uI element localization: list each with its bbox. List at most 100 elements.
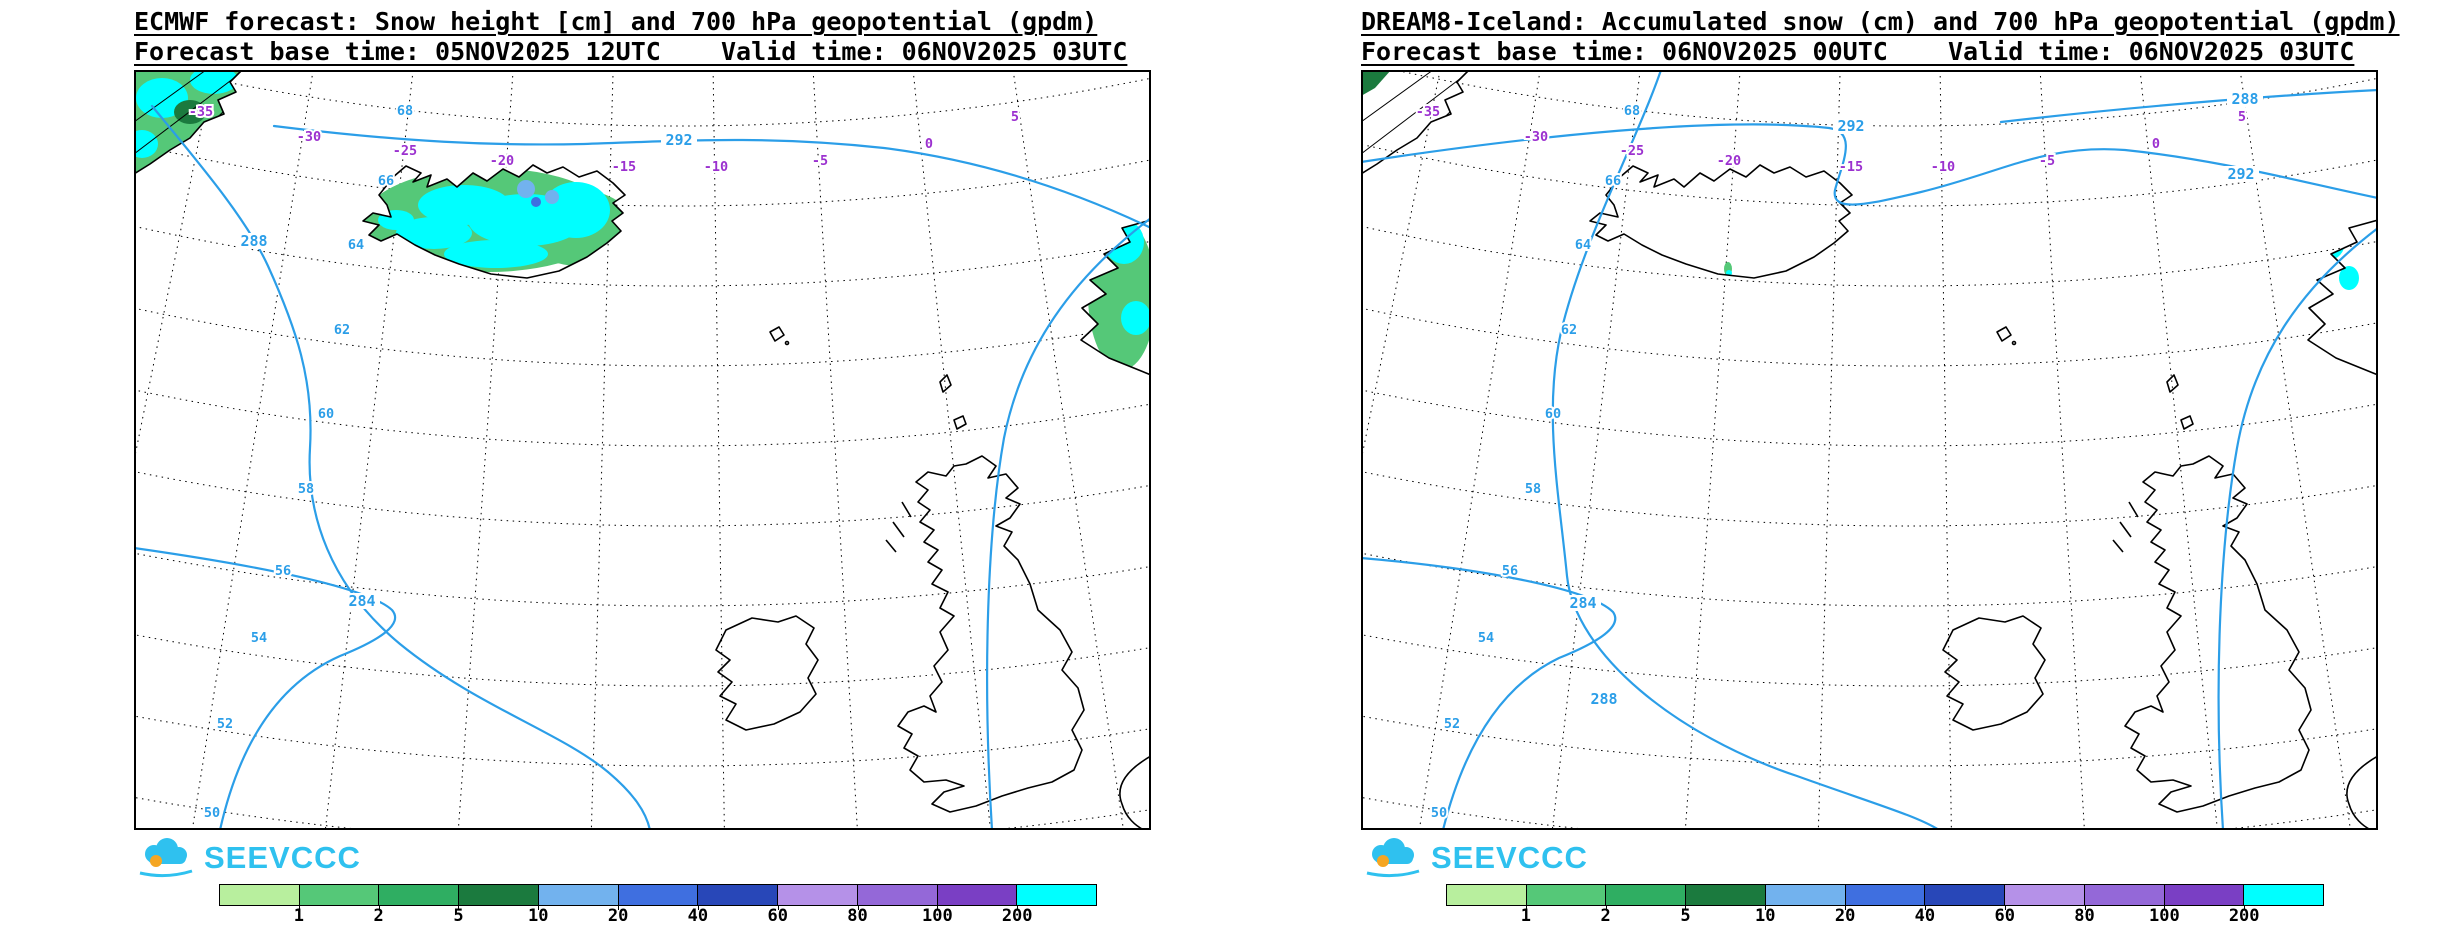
svg-text:-15: -15 [1839, 159, 1863, 175]
colorbar-label: 100 [922, 906, 953, 925]
snow-colorbar: 1 2 5 10 20 40 60 80 100 200 [1446, 884, 2324, 925]
colorbar-label: 60 [1994, 906, 2015, 925]
panel-ecmwf: ECMWF forecast: Snow height [cm] and 700… [134, 7, 1151, 925]
colorbar-label: 2 [1600, 906, 1611, 925]
colorbar-label: 20 [607, 906, 629, 925]
geopotential-contours [1361, 70, 2378, 830]
colorbar-tick [697, 906, 699, 910]
svg-text:-30: -30 [297, 129, 321, 145]
colorbar-cell [299, 885, 380, 905]
colorbar-cell [379, 885, 460, 905]
colorbar-tick [1017, 906, 1019, 910]
panel-subtitle: Forecast base time: 06NOV2025 00UTC Vali… [1361, 37, 2355, 66]
colorbar-cell [1017, 885, 1097, 905]
svg-text:-10: -10 [1931, 159, 1955, 175]
svg-text:292: 292 [1837, 117, 1864, 135]
colorbar-label: 10 [528, 906, 549, 925]
colorbar-cell [698, 885, 779, 905]
svg-text:60: 60 [318, 406, 334, 422]
map-background [134, 70, 1151, 830]
snow-colorbar: 1 2 5 10 20 40 60 80 100 200 [219, 884, 1097, 925]
colorbar-label: 80 [847, 906, 868, 925]
colorbar-cell [2164, 885, 2245, 905]
seevccc-logo: SEEVCCC [1363, 836, 1588, 880]
svg-text:-35: -35 [1416, 104, 1440, 120]
colorbar-tick [2164, 906, 2166, 910]
colorbar-label: 60 [767, 906, 788, 925]
coastlines [134, 70, 1151, 830]
map-border [134, 70, 1151, 830]
colorbar-cell [1526, 885, 1607, 905]
colorbar-tick [1685, 906, 1687, 910]
panel-title: ECMWF forecast: Snow height [cm] and 700… [134, 7, 1098, 36]
colorbar-cell [857, 885, 938, 905]
svg-text:50: 50 [1431, 805, 1447, 821]
colorbar-label: 40 [687, 906, 709, 925]
graticule [1361, 70, 2378, 830]
svg-text:60: 60 [1545, 406, 1561, 422]
svg-text:5: 5 [2238, 109, 2246, 125]
colorbar-tick [1845, 906, 1847, 910]
coastlines [1361, 70, 2378, 830]
colorbar-cell [1606, 885, 1687, 905]
svg-text:-30: -30 [1524, 129, 1548, 145]
svg-text:292: 292 [665, 131, 692, 149]
colorbar-tick [298, 906, 300, 910]
colorbar-cell [778, 885, 858, 905]
logo-sun-ball [1377, 855, 1389, 867]
colorbar-cell [2084, 885, 2165, 905]
colorbar-tick [538, 906, 540, 910]
colorbar-cell [2005, 885, 2085, 905]
colorbar-label: 1 [1520, 906, 1531, 925]
svg-text:58: 58 [298, 481, 314, 497]
panel-subtitle: Forecast base time: 05NOV2025 12UTC Vali… [134, 37, 1128, 66]
colorbar-cell [1765, 885, 1846, 905]
svg-text:0: 0 [925, 136, 933, 152]
colorbar-tick [1924, 906, 1926, 910]
cloud-logo-icon [1366, 838, 1420, 878]
svg-text:54: 54 [1478, 630, 1494, 646]
colorbar-cells [219, 884, 1097, 906]
svg-text:-15: -15 [612, 159, 636, 175]
longitude-labels: -35 -30 -25 -20 -15 -10 -5 0 5 [187, 102, 1021, 177]
colorbar-label: 5 [453, 906, 464, 925]
logo-swoosh [1366, 869, 1420, 878]
colorbar-label: 200 [2228, 906, 2260, 925]
colorbar-label: 20 [1834, 906, 1856, 925]
colorbar-tick [1765, 906, 1767, 910]
colorbar-label: 200 [1001, 906, 1033, 925]
svg-text:-5: -5 [2039, 153, 2055, 169]
svg-text:58: 58 [1525, 481, 1541, 497]
svg-text:68: 68 [1624, 103, 1640, 119]
colorbar-cell [1686, 885, 1766, 905]
svg-text:64: 64 [1575, 237, 1591, 253]
svg-text:52: 52 [1444, 716, 1460, 732]
colorbar-cell [937, 885, 1018, 905]
colorbar-tick [937, 906, 939, 910]
logo-text: SEEVCCC [204, 840, 361, 875]
colorbar-tick [378, 906, 380, 910]
seevccc-logo: SEEVCCC [136, 836, 361, 880]
svg-text:288: 288 [240, 232, 267, 250]
svg-text:66: 66 [378, 173, 394, 189]
colorbar-label: 5 [1680, 906, 1691, 925]
svg-text:284: 284 [348, 592, 375, 610]
map-border [1361, 70, 2378, 830]
svg-text:50: 50 [204, 805, 220, 821]
latitude-labels: 68 66 64 62 60 58 56 54 52 50 [202, 101, 415, 823]
colorbar-cell [1447, 885, 1527, 905]
svg-text:288: 288 [1590, 690, 1617, 708]
svg-text:68: 68 [397, 103, 413, 119]
iceland-snow-fill [1724, 262, 1732, 276]
colorbar-tick [1525, 906, 1527, 910]
svg-text:292: 292 [2227, 165, 2254, 183]
colorbar-cell [538, 885, 619, 905]
map-background [1361, 70, 2378, 830]
colorbar-tick [777, 906, 779, 910]
svg-text:-35: -35 [189, 104, 213, 120]
panel-title: DREAM8-Iceland: Accumulated snow (cm) an… [1361, 7, 2400, 36]
svg-text:0: 0 [2152, 136, 2160, 152]
forecast-map-dream8: 29228829228428868666462605856545250-35-3… [1361, 70, 2378, 830]
contour-labels: 292 288 292 284 288 [1565, 90, 2263, 708]
